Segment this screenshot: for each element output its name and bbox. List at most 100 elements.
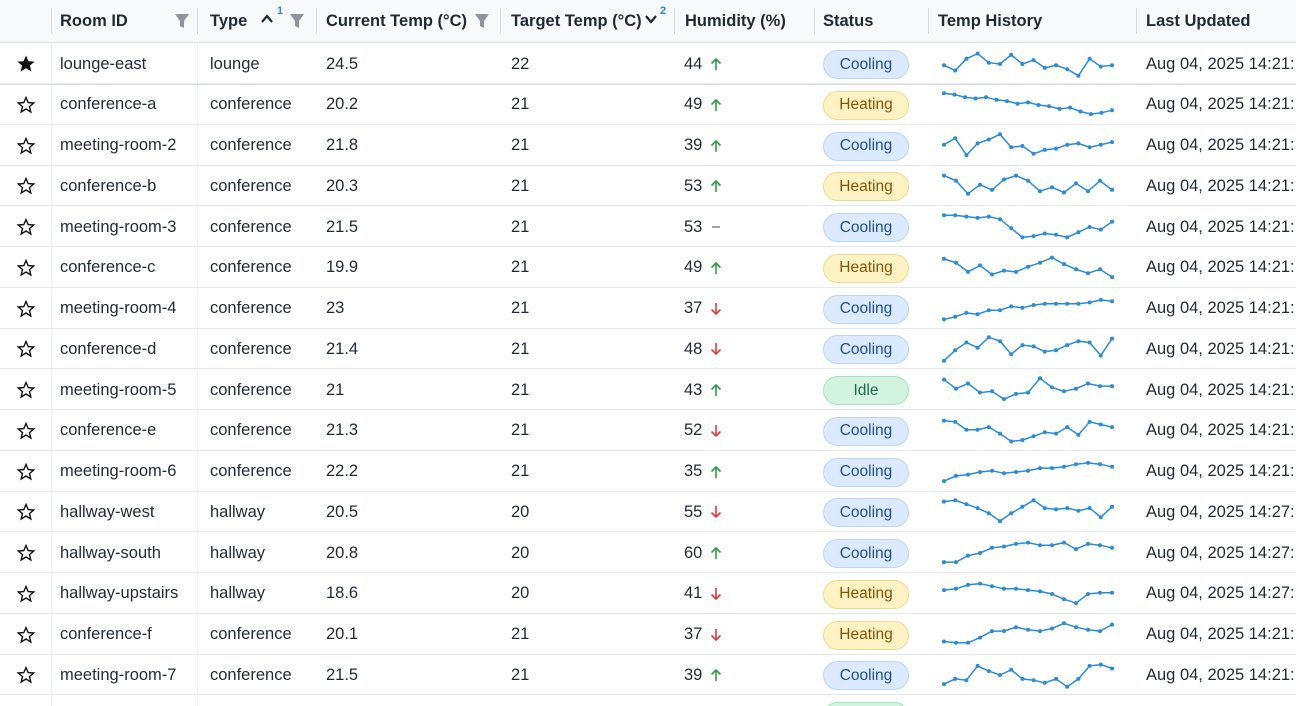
cell-target-temp[interactable]: 21	[511, 339, 530, 358]
cell-humidity[interactable]: 41	[684, 574, 812, 614]
cell-last-updated[interactable]: Aug 04, 2025 14:27:	[1146, 584, 1295, 603]
cell-type[interactable]: conference	[210, 339, 292, 358]
cell-type[interactable]: hallway	[210, 543, 266, 562]
star-outline-icon[interactable]	[16, 502, 36, 522]
cell-last-updated[interactable]: Aug 04, 2025 14:21:	[1146, 380, 1295, 399]
cell-last-updated[interactable]: Aug 04, 2025 14:21:	[1146, 176, 1295, 195]
cell-room-id[interactable]: meeting-room-3	[60, 217, 177, 236]
cell-current-temp[interactable]: 20.2	[326, 95, 359, 114]
cell-last-updated[interactable]: Aug 04, 2025 14:21:	[1146, 95, 1295, 114]
cell-room-id[interactable]: conference-d	[60, 339, 157, 358]
column-separator[interactable]	[197, 8, 198, 34]
cell-type[interactable]: conference	[210, 625, 292, 643]
cell-room-id[interactable]: hallway-upstairs	[60, 584, 179, 603]
header-humidity[interactable]: Humidity (%)	[685, 11, 786, 30]
cell-type[interactable]: lounge	[210, 54, 260, 73]
cell-room-id[interactable]: meeting-room-7	[60, 665, 177, 684]
cell-target-temp[interactable]: 21	[511, 299, 530, 317]
star-outline-icon[interactable]	[16, 339, 36, 359]
cell-target-temp[interactable]: 20	[511, 584, 530, 603]
cell-target-temp[interactable]: 21	[511, 176, 530, 195]
table-row[interactable]: meeting-room-5 conference 21 21 43 Idle Aug 04…	[0, 370, 1296, 410]
column-separator[interactable]	[316, 8, 317, 34]
star-outline-icon[interactable]	[16, 543, 36, 563]
cell-room-id[interactable]: conference-c	[60, 258, 156, 277]
column-separator[interactable]	[674, 8, 675, 34]
filter-icon[interactable]	[474, 11, 490, 31]
cell-type[interactable]: conference	[210, 665, 292, 684]
header-last-updated[interactable]: Last Updated	[1146, 11, 1251, 30]
cell-last-updated[interactable]: Aug 04, 2025 14:21:	[1146, 299, 1295, 317]
cell-target-temp[interactable]: 21	[511, 421, 530, 440]
star-outline-icon[interactable]	[16, 136, 36, 156]
cell-target-temp[interactable]: 22	[511, 54, 530, 73]
cell-current-temp[interactable]: 20.5	[326, 502, 359, 521]
table-row[interactable]: meeting-room-3 conference 21.5 21 53 Cooling A…	[0, 207, 1296, 247]
table-row[interactable]: meeting-room-2 conference 21.8 21 39 Cooling A…	[0, 125, 1296, 166]
column-separator[interactable]	[928, 8, 929, 34]
cell-humidity[interactable]: 44	[684, 44, 812, 84]
cell-last-updated[interactable]: Aug 04, 2025 14:21:	[1146, 665, 1295, 684]
column-separator[interactable]	[814, 8, 815, 34]
header-type[interactable]: Type	[210, 11, 248, 30]
table-row[interactable]: conference-b conference 20.3 21 53 Heating Aug…	[0, 166, 1296, 207]
sort-ascending-icon[interactable]	[260, 11, 274, 27]
cell-target-temp[interactable]: 21	[511, 95, 530, 114]
cell-type[interactable]: conference	[210, 95, 292, 114]
cell-current-temp[interactable]: 20.1	[326, 625, 359, 643]
cell-current-temp[interactable]: 21.4	[326, 339, 359, 358]
cell-target-temp[interactable]: 21	[511, 380, 530, 399]
header-target-temp[interactable]: Target Temp (°C)	[511, 11, 642, 30]
column-separator[interactable]	[51, 8, 52, 34]
cell-room-id[interactable]: meeting-room-6	[60, 462, 177, 480]
cell-last-updated[interactable]: Aug 04, 2025 14:27:	[1146, 543, 1295, 562]
cell-humidity[interactable]: 48	[684, 329, 812, 369]
cell-target-temp[interactable]: 21	[511, 665, 530, 684]
star-outline-icon[interactable]	[16, 258, 36, 278]
header-temp-history[interactable]: Temp History	[938, 11, 1043, 30]
cell-last-updated[interactable]: Aug 04, 2025 14:21:	[1146, 421, 1295, 440]
cell-humidity[interactable]: 49	[684, 85, 812, 125]
cell-type[interactable]: conference	[210, 462, 292, 480]
star-outline-icon[interactable]	[16, 95, 36, 115]
table-row[interactable]: conference-f conference 20.1 21 37 Heating Aug…	[0, 614, 1296, 655]
cell-room-id[interactable]: meeting-room-4	[60, 299, 177, 317]
star-outline-icon[interactable]	[16, 176, 36, 196]
cell-last-updated[interactable]: Aug 04, 2025 14:27:	[1146, 502, 1295, 521]
table-row[interactable]: lounge-east lounge 24.5 22 44 Cooling Aug 04, …	[0, 44, 1296, 84]
cell-type[interactable]: conference	[210, 380, 292, 399]
table-row[interactable]	[0, 696, 1296, 706]
star-filled-icon[interactable]	[16, 54, 36, 74]
cell-type[interactable]: conference	[210, 299, 292, 317]
table-row[interactable]: conference-a conference 20.2 21 49 Heating Aug…	[0, 84, 1296, 125]
star-outline-icon[interactable]	[16, 665, 36, 685]
cell-type[interactable]: conference	[210, 217, 292, 236]
cell-humidity[interactable]: 53	[684, 166, 812, 206]
cell-current-temp[interactable]: 18.6	[326, 584, 359, 603]
cell-type[interactable]: conference	[210, 258, 292, 277]
header-status[interactable]: Status	[823, 11, 874, 30]
cell-last-updated[interactable]: Aug 04, 2025 14:21:	[1146, 136, 1295, 154]
cell-target-temp[interactable]: 21	[511, 136, 530, 154]
cell-last-updated[interactable]: Aug 04, 2025 14:21:	[1146, 339, 1295, 358]
star-outline-icon[interactable]	[16, 380, 36, 400]
star-outline-icon[interactable]	[16, 217, 36, 237]
table-row[interactable]: hallway-upstairs hallway 18.6 20 41 Heating Au…	[0, 573, 1296, 614]
cell-humidity[interactable]: 39	[684, 126, 812, 166]
cell-type[interactable]: hallway	[210, 584, 266, 603]
table-row[interactable]: meeting-room-4 conference 23 21 37 Cooling Aug…	[0, 288, 1296, 329]
cell-humidity[interactable]: 43	[684, 370, 812, 410]
table-row[interactable]: hallway-west hallway 20.5 20 55 Cooling Aug 04…	[0, 492, 1296, 533]
cell-current-temp[interactable]: 21.5	[326, 665, 359, 684]
cell-humidity[interactable]: 52	[684, 411, 812, 451]
cell-current-temp[interactable]: 19.9	[326, 258, 359, 277]
cell-humidity[interactable]: 53	[684, 207, 812, 247]
cell-last-updated[interactable]: Aug 04, 2025 14:21:	[1146, 462, 1295, 480]
cell-last-updated[interactable]: Aug 04, 2025 14:21:	[1146, 625, 1295, 643]
filter-icon[interactable]	[289, 11, 305, 31]
cell-last-updated[interactable]: Aug 04, 2025 14:21:	[1146, 54, 1295, 73]
star-outline-icon[interactable]	[16, 625, 36, 645]
cell-current-temp[interactable]: 20.8	[326, 543, 359, 562]
cell-current-temp[interactable]: 21.3	[326, 421, 359, 440]
cell-room-id[interactable]: meeting-room-5	[60, 380, 177, 399]
